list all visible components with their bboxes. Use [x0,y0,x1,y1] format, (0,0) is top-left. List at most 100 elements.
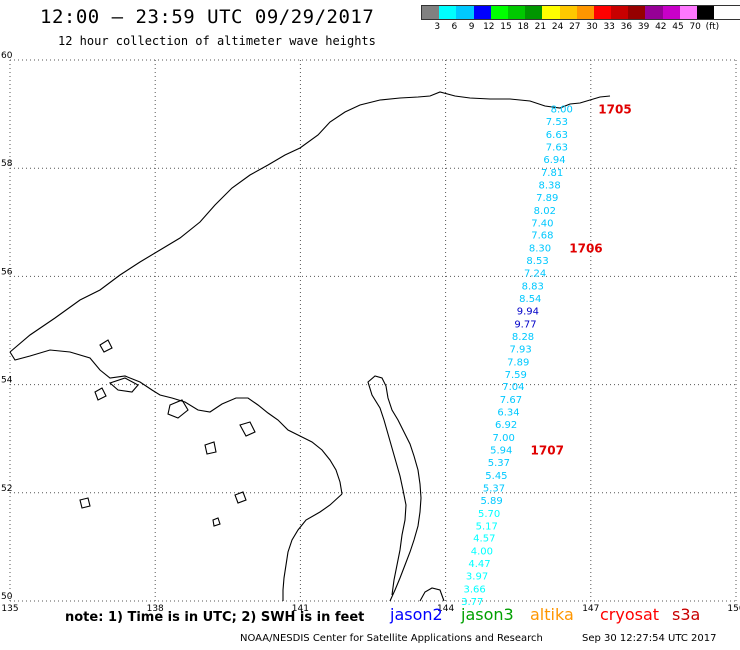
wave-height-value: 9.94 [517,306,539,317]
wave-height-value: 7.04 [502,382,524,393]
wave-height-value: 7.63 [546,143,568,154]
legend-swatch [559,6,577,19]
wave-height-value: 4.57 [473,534,495,545]
wave-height-value: 6.92 [495,420,517,431]
legend-label: 39 [637,22,650,32]
wave-height-value: 7.81 [541,168,563,179]
legend-label: 27 [569,22,581,32]
wave-height-value: 4.00 [471,547,493,558]
lat-tick-label: 52 [1,484,12,494]
wave-height-value: 8.38 [539,180,561,191]
lon-tick-label: 135 [1,604,18,614]
wave-height-value: 8.83 [522,282,544,293]
legend-swatch [679,6,697,19]
legend-label: 45 [672,22,684,32]
legend-swatch [697,6,715,19]
lon-tick-label: 141 [292,604,309,614]
legend-swatch [490,6,508,19]
lat-tick-label: 60 [1,51,13,61]
legend-label: 6 [451,22,458,32]
legend-label: 3 [434,22,441,32]
credit-text: NOAA/NESDIS Center for Satellite Applica… [240,633,543,644]
coastline-segment [9,349,343,495]
legend-label: (ft) [705,22,720,32]
coastline-segment [234,491,247,504]
legend-label: 42 [655,22,667,32]
legend-label: 24 [551,22,564,32]
legend-swatch [628,6,646,19]
lat-tick-label: 54 [1,376,13,386]
legend-label: 21 [534,22,547,32]
legend-swatch [507,6,526,19]
legend-label: 36 [620,22,633,32]
lon-tick-label: 138 [147,604,164,614]
wave-height-value: 4.47 [468,559,490,570]
wave-height-value: 8.02 [534,206,556,217]
wave-height-value: 5.37 [488,458,510,469]
satellite-legend-cryosat: cryosat [600,605,660,624]
legend-swatch [611,6,629,19]
coastline-segment [94,387,107,401]
wave-height-value: 8.00 [551,105,573,116]
wave-height-value: 8.53 [526,256,548,267]
pass-time-label: 1706 [569,242,602,256]
wave-height-value: 7.68 [531,231,553,242]
coastline-segment [99,339,113,353]
wave-height-value: 7.40 [531,218,553,229]
lon-tick-label: 150 [727,604,740,614]
wave-height-value: 7.89 [507,357,529,368]
legend-label: 33 [603,22,615,32]
wave-height-value: 3.77 [461,597,483,608]
lat-tick-label: 50 [1,592,13,602]
wave-height-value: 7.24 [524,269,546,280]
map-tick-labels: 135 138 141 144 147 150 50 52 54 56 58 60 [1,51,740,614]
legend-swatches [421,5,740,20]
generated-timestamp: Sep 30 12:27:54 UTC 2017 [582,633,717,644]
coastline-segment [9,91,611,353]
wave-height-value: 6.63 [546,130,568,141]
coastline-segment [204,441,217,455]
wave-height-value: 5.70 [478,509,500,520]
coastline-segment [419,587,445,602]
legend-swatch [645,6,663,19]
pass-time-label: 1707 [531,444,564,458]
legend-label: 12 [483,22,495,32]
wave-height-value: 3.66 [464,585,486,596]
wave-height-value: 8.28 [512,332,534,343]
wave-height-value: 7.53 [546,117,568,128]
legend-swatch [473,6,491,19]
coastline [9,91,611,602]
coastline-segment [282,493,343,601]
page-title: 12:00 – 23:59 UTC 09/29/2017 [40,6,375,28]
map-grid [9,59,737,602]
legend-swatch [593,6,612,19]
legend-label: 9 [468,22,475,32]
satellite-track: 8.007.53 6.63 7.636.94 7.818.38 7.89 8.027.40… [461,103,632,608]
wave-height-value: 9.77 [514,319,536,330]
legend-swatch [662,6,680,19]
wave-height-value: 5.89 [480,496,502,507]
legend-swatch [525,6,543,19]
legend-label: 70 [689,22,701,32]
lat-tick-label: 58 [1,159,13,169]
legend-swatch [456,6,474,19]
wave-height-value: 3.97 [466,572,488,583]
wave-height-value: 5.45 [485,471,507,482]
coastline-segment [212,517,221,527]
satellite-legend-altika: altika [530,605,574,624]
legend-label: 30 [586,22,598,32]
color-legend: 3 6 9 12 15 18 21 24 27 30 33 36 39 42 45 70 (ft) [421,5,740,32]
wave-height-value: 5.37 [483,483,505,494]
wave-height-value: 7.67 [500,395,522,406]
satellite-legend-jason3: jason3 [461,605,514,624]
legend-labels: 3 6 9 12 15 18 21 24 27 30 33 36 39 42 45 70 (ft) [421,20,740,32]
coastline-segment [79,497,91,509]
pass-time-label: 1705 [598,103,631,117]
footer-note: note: 1) Time is in UTC; 2) SWH is in fe… [65,610,365,625]
coastline-segment [239,421,256,437]
lat-tick-label: 56 [1,267,13,277]
satellite-legend-jason2: jason2 [390,605,443,624]
wave-height-value: 8.30 [529,244,551,255]
lon-tick-label: 144 [437,604,454,614]
